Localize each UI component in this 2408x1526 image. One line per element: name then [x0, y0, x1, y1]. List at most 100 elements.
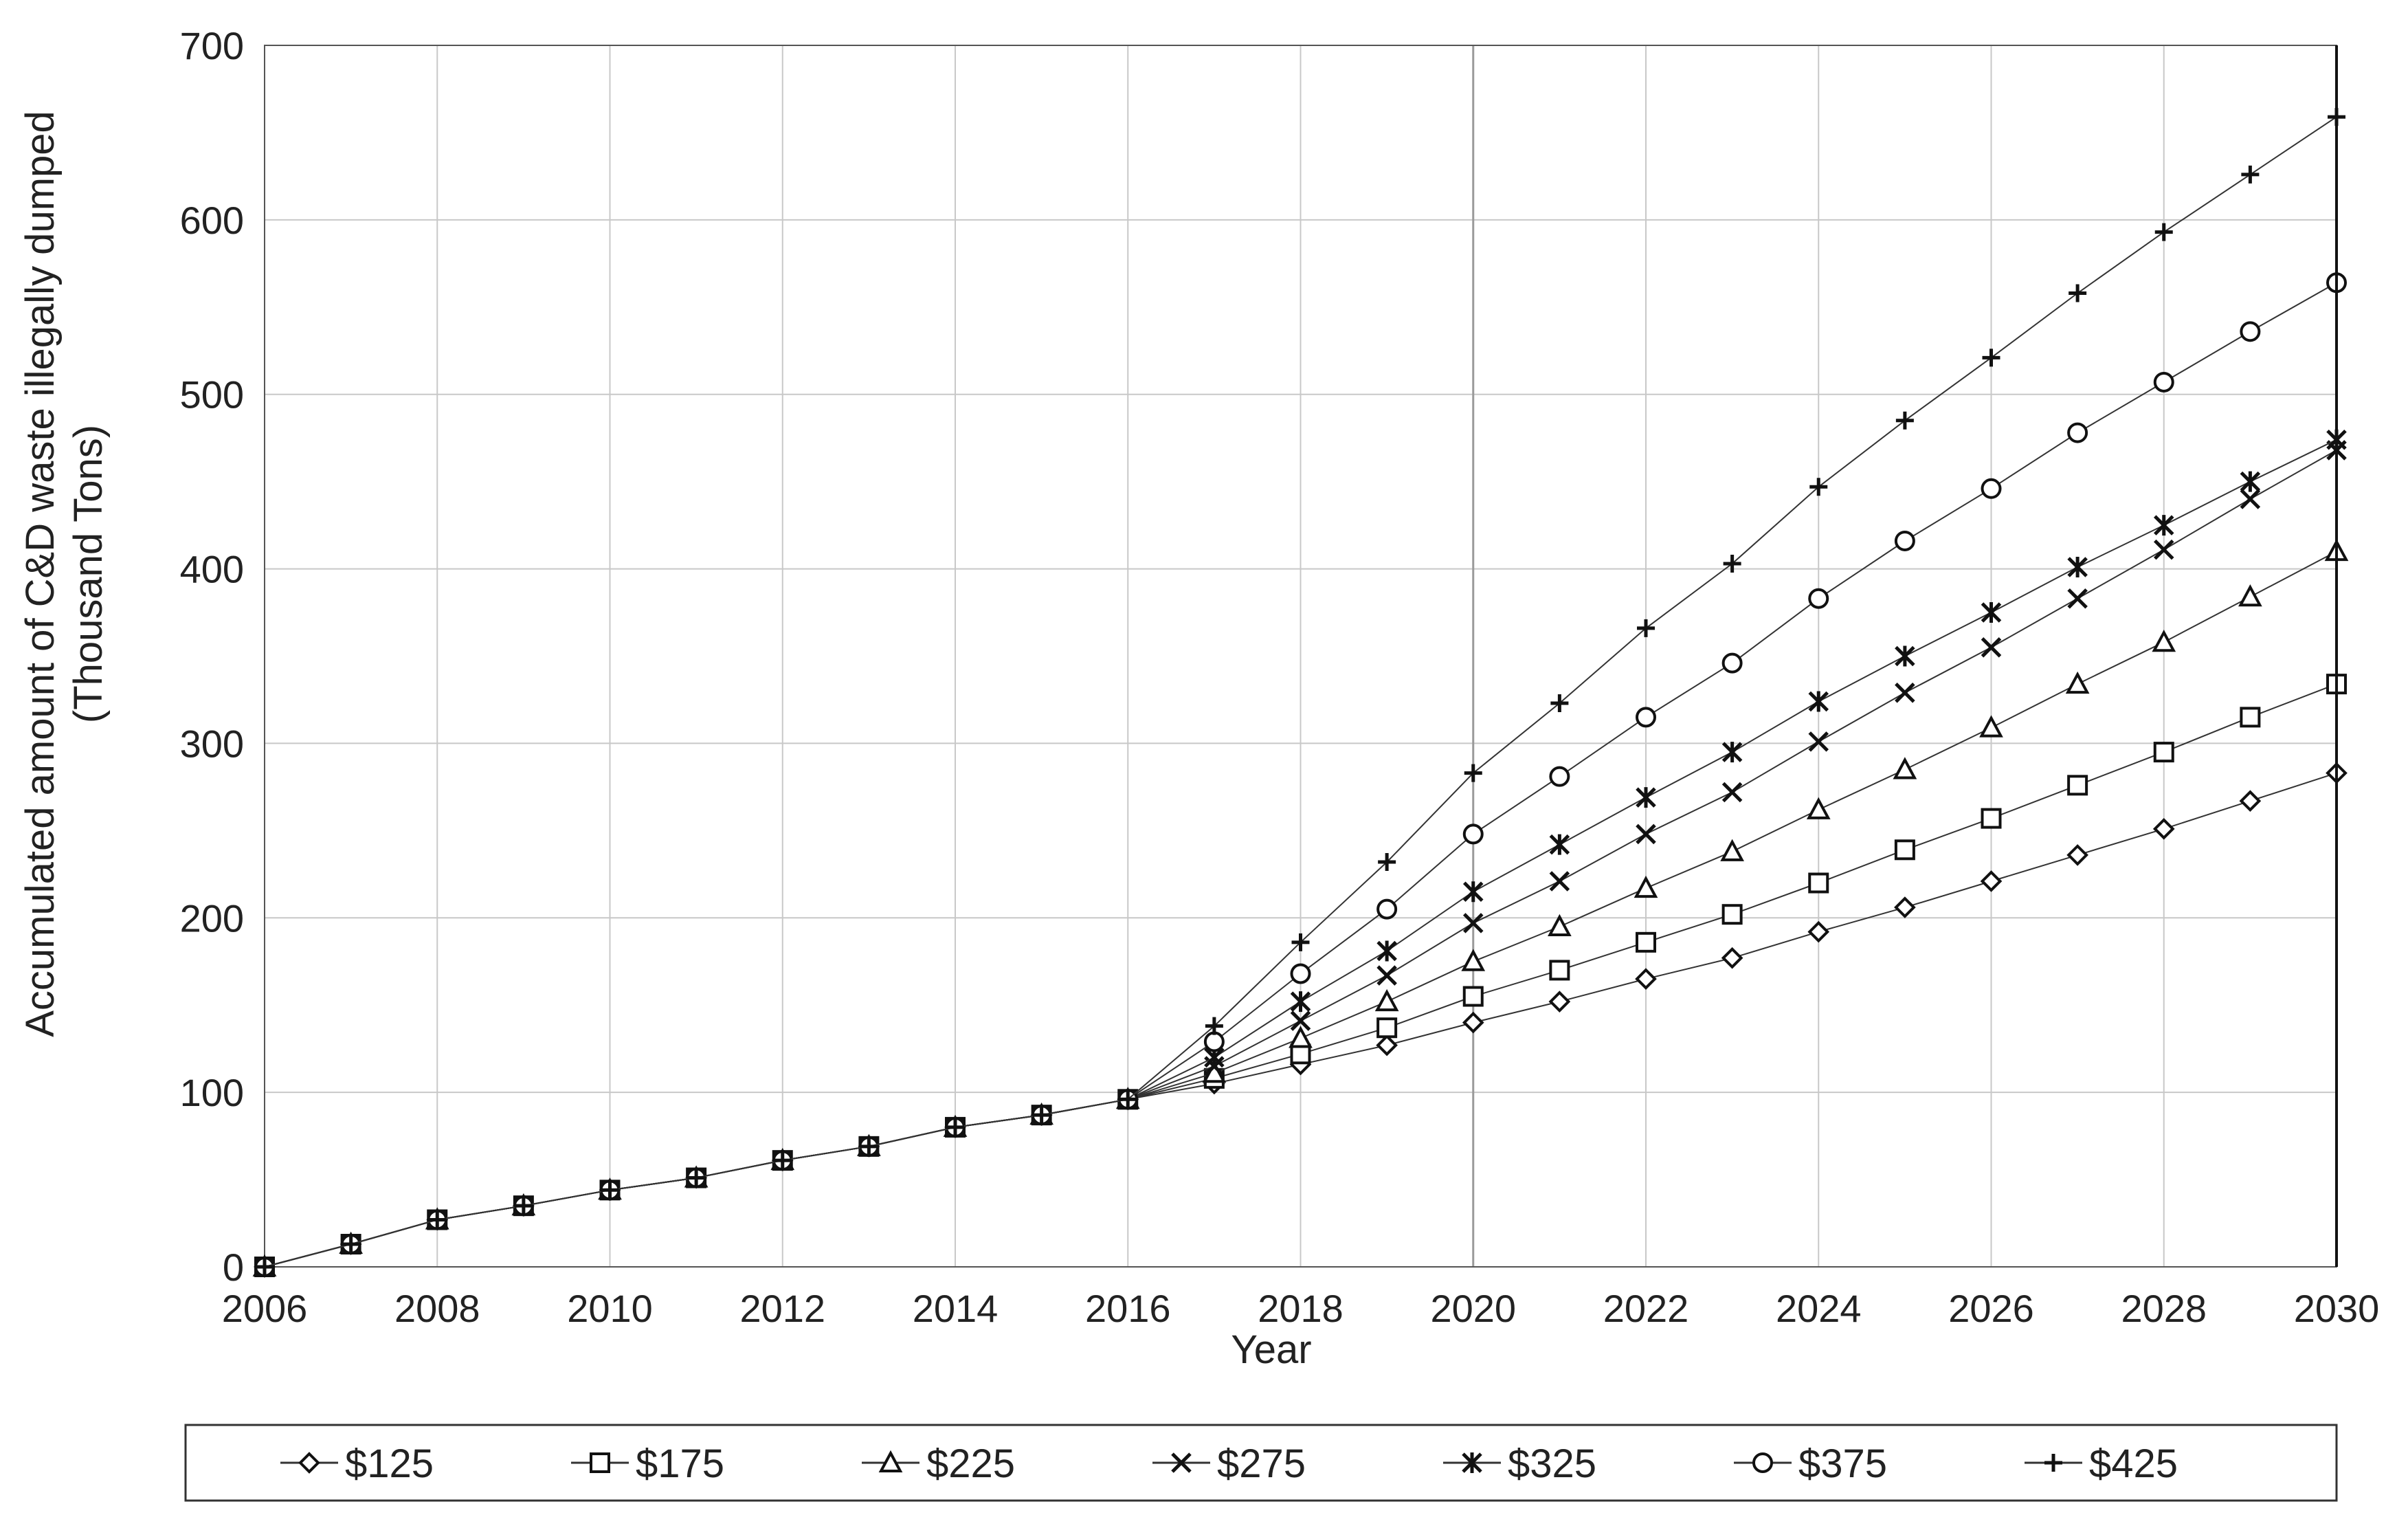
data-point	[1981, 478, 2002, 499]
data-point	[1808, 588, 1829, 609]
data-point	[1894, 530, 1915, 551]
x-tick-label: 2010	[567, 1287, 653, 1330]
data-point	[2152, 629, 2176, 652]
data-point	[1981, 808, 2002, 829]
data-point	[1205, 1017, 1223, 1035]
data-point	[342, 1235, 360, 1253]
data-point	[2238, 584, 2262, 607]
data-point	[1032, 1106, 1051, 1125]
data-point	[1290, 1010, 1311, 1031]
legend-label: $325	[1508, 1441, 1596, 1486]
legend-marker	[878, 1450, 903, 1472]
data-point	[2240, 707, 2261, 728]
data-point	[2153, 515, 2174, 536]
legend-label: $125	[345, 1441, 434, 1486]
data-point	[1291, 933, 1310, 951]
x-tick-label: 2028	[2121, 1287, 2207, 1330]
y-tick-label: 100	[180, 1071, 244, 1114]
y-tick-label: 300	[180, 722, 244, 765]
data-point	[2067, 775, 2088, 796]
data-point	[1982, 349, 2000, 367]
y-axis-tick-labels: 0 100 200 300 400 500 600 700	[180, 24, 244, 1289]
legend-box	[184, 1424, 2338, 1502]
data-point	[2153, 742, 2174, 763]
legend: $125 $175 $225 $275 $325 $375 $425	[184, 1424, 2338, 1502]
legend-label: $175	[636, 1441, 724, 1486]
data-point	[1119, 1090, 1137, 1109]
x-tick-label: 2020	[1430, 1287, 1516, 1330]
y-tick-label: 500	[180, 373, 244, 417]
legend-marker	[2044, 1454, 2062, 1472]
data-point	[1807, 920, 1830, 943]
x-tick-label: 2012	[739, 1287, 825, 1330]
data-point	[1203, 1031, 1225, 1052]
data-point	[1462, 881, 1484, 903]
data-point	[1720, 839, 1744, 861]
data-point	[1461, 949, 1486, 971]
data-point	[1635, 968, 1657, 990]
x-axis-tick-labels: 2006 2008 2010 2012 2014 2016 2018 2020 2022 2024…	[222, 1287, 2380, 1330]
data-point	[1806, 797, 1831, 819]
data-point	[2240, 489, 2261, 509]
data-point	[1636, 787, 1656, 808]
legend-marker	[1171, 1452, 1192, 1473]
data-point	[1549, 834, 1570, 855]
data-point	[2067, 588, 2088, 609]
data-point	[1894, 896, 1916, 918]
data-point	[1376, 1034, 1398, 1057]
data-point	[1462, 1011, 1484, 1034]
data-point	[2065, 671, 2090, 694]
data-point	[1636, 707, 1656, 728]
data-point	[1981, 602, 2002, 623]
data-point	[601, 1181, 619, 1199]
y-tick-label: 400	[180, 548, 244, 591]
data-point	[1548, 914, 1572, 936]
y-axis-title-unit: (Thousand Tons)	[66, 425, 111, 723]
data-point	[1636, 931, 1656, 953]
x-tick-label: 2030	[2294, 1287, 2380, 1330]
data-point	[1462, 986, 1484, 1007]
x-tick-label: 2018	[1258, 1287, 1344, 1330]
data-point	[1548, 991, 1571, 1013]
data-point	[773, 1151, 792, 1170]
legend-marker	[298, 1452, 320, 1474]
data-point	[1980, 870, 2003, 892]
data-point	[2069, 284, 2087, 302]
data-point	[428, 1210, 447, 1229]
x-tick-label: 2016	[1085, 1287, 1171, 1330]
legend-marker	[1752, 1452, 1773, 1473]
data-point	[1721, 652, 1743, 674]
data-point	[2066, 844, 2088, 866]
data-point	[1462, 913, 1484, 933]
data-point	[1979, 715, 2003, 738]
data-point	[1809, 478, 1828, 496]
data-point	[256, 1258, 274, 1276]
x-tick-label: 2024	[1776, 1287, 1862, 1330]
data-point	[2067, 557, 2088, 578]
data-point	[1464, 764, 1482, 782]
series-6	[256, 108, 2345, 1276]
data-point	[1378, 853, 1396, 872]
data-point	[1721, 742, 1743, 763]
data-point	[1549, 871, 1570, 892]
data-point	[1721, 782, 1743, 803]
data-point	[2241, 165, 2260, 184]
data-point	[1289, 1026, 1313, 1048]
data-point	[1895, 645, 1915, 667]
data-point	[1636, 823, 1656, 845]
data-point	[946, 1118, 964, 1136]
data-point	[2152, 817, 2175, 840]
data-point	[687, 1169, 706, 1187]
data-point	[2154, 223, 2173, 241]
legend-label: $375	[1798, 1441, 1887, 1486]
data-point	[2153, 539, 2174, 560]
legend-label: $225	[926, 1441, 1015, 1486]
data-point	[1549, 960, 1570, 981]
y-axis-title: Accumulated amount of C&D waste illegall…	[18, 111, 63, 1037]
data-point	[1808, 731, 1829, 752]
data-point	[1808, 691, 1829, 712]
y-tick-label: 700	[180, 24, 244, 67]
data-point	[1290, 991, 1311, 1013]
data-point	[1374, 988, 1399, 1012]
